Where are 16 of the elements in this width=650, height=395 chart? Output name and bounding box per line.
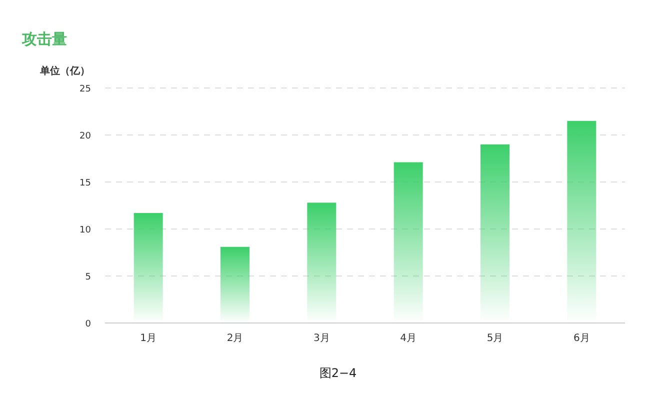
y-axis-title: 单位（亿） — [39, 65, 90, 77]
y-tick-label: 5 — [85, 272, 91, 282]
y-tick-label: 0 — [85, 320, 92, 330]
x-tick-label: 4月 — [400, 333, 417, 344]
chart-title: 攻击量 — [21, 30, 67, 48]
x-tick-label: 5月 — [486, 333, 504, 344]
y-tick-label: 20 — [80, 132, 92, 142]
x-tick-label: 6月 — [573, 333, 590, 344]
y-tick-label: 10 — [80, 226, 92, 236]
caption: 图2−4 — [319, 366, 357, 380]
x-tick-label: 2月 — [226, 333, 244, 344]
x-tick-label: 3月 — [313, 333, 330, 344]
x-tick-label: 1月 — [140, 333, 157, 344]
bar — [220, 246, 250, 323]
y-tick-label: 15 — [80, 178, 91, 188]
y-tick-label: 25 — [80, 84, 91, 94]
